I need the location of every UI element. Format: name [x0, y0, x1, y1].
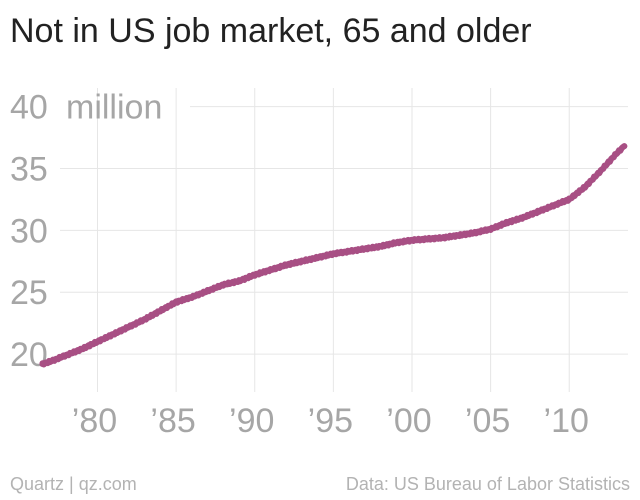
series-point	[613, 150, 620, 157]
series-point	[550, 202, 557, 209]
credit-text: Quartz | qz.com	[10, 474, 137, 494]
series-point	[377, 243, 384, 250]
series-point	[361, 245, 368, 252]
series-point	[220, 281, 227, 288]
series-point	[440, 234, 447, 241]
series-point	[283, 261, 290, 268]
series-point	[94, 338, 101, 345]
series-point	[188, 294, 195, 301]
y-tick-label: 20	[10, 336, 48, 374]
series-point	[78, 346, 85, 353]
series-point	[581, 184, 588, 190]
series-point	[298, 258, 305, 265]
series-point	[408, 237, 415, 244]
line-chart: 20 25 30 35 40 million ’80 ’85 ’90 ’95 ’00 ’05 ’10	[10, 88, 628, 440]
series-point	[314, 254, 321, 261]
series-point	[39, 360, 46, 367]
grid-lines	[60, 88, 628, 392]
y-tick-label: 40	[10, 89, 48, 127]
series-point	[204, 287, 211, 294]
x-tick-label: ’95	[308, 402, 353, 440]
y-tick-label: 25	[10, 274, 48, 312]
chart-title: Not in US job market, 65 and older	[10, 12, 532, 50]
series-point	[141, 316, 148, 323]
series-point	[605, 159, 612, 166]
y-tick-label: 30	[10, 212, 48, 250]
x-tick-label: ’85	[150, 402, 195, 440]
series-point	[157, 307, 164, 314]
series-point	[251, 271, 258, 278]
series-point	[503, 219, 510, 226]
series-point	[330, 250, 337, 257]
series-point	[110, 331, 117, 338]
series-point	[597, 167, 604, 174]
source-text: Data: US Bureau of Labor Statistics	[345, 474, 630, 494]
series-point	[424, 235, 431, 242]
series-point	[173, 299, 180, 306]
series-point	[566, 196, 573, 203]
x-axis-tick-labels: ’80 ’85 ’90 ’95 ’00 ’05 ’10	[72, 402, 589, 440]
series-point	[236, 278, 243, 285]
series-point	[267, 266, 274, 273]
series-point	[621, 143, 628, 150]
series-point	[47, 358, 54, 365]
x-tick-label: ’10	[544, 402, 589, 440]
series-layer	[39, 143, 628, 368]
series-point	[125, 323, 132, 330]
series-point	[346, 248, 353, 255]
x-tick-label: ’00	[386, 402, 431, 440]
y-axis-tick-labels: 20 25 30 35 40 million	[10, 89, 162, 375]
x-tick-label: ’05	[465, 402, 510, 440]
series-point	[456, 232, 463, 239]
y-tick-label: 35	[10, 150, 48, 188]
series-point	[471, 229, 478, 236]
series-point	[63, 352, 70, 359]
series-point	[393, 239, 400, 246]
series-point	[487, 226, 494, 233]
series-point	[519, 214, 526, 221]
series-point	[534, 208, 541, 215]
x-tick-label: ’90	[229, 402, 274, 440]
x-tick-label: ’80	[72, 402, 117, 440]
y-unit-label: million	[66, 89, 162, 127]
